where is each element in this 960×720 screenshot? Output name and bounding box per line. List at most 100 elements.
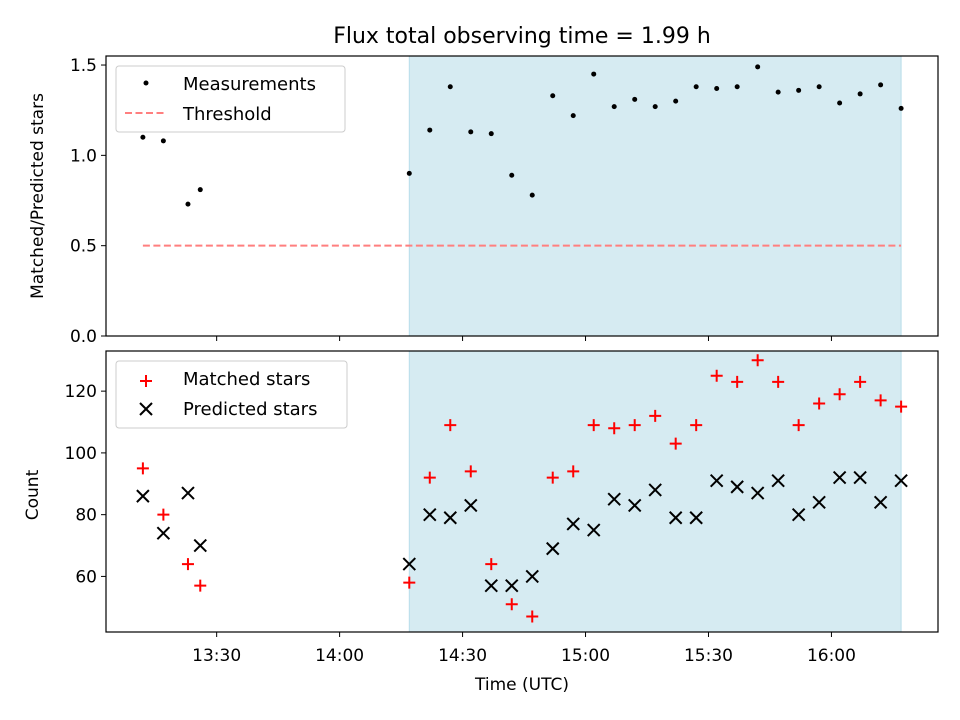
matched-star-point	[854, 375, 867, 388]
predicted-star-point	[587, 523, 601, 537]
matched-star-point	[136, 462, 149, 475]
bottom-ytick-label: 120	[65, 382, 97, 402]
measurement-point	[816, 84, 822, 90]
measurement-point	[652, 104, 658, 110]
xtick-label: 14:30	[438, 646, 487, 666]
measurement-point	[632, 96, 638, 102]
matched-star-point	[895, 400, 908, 413]
measurement-point	[140, 134, 146, 140]
matched-star-point	[546, 471, 559, 484]
matched-star-point	[751, 354, 764, 367]
matched-star-point	[772, 375, 785, 388]
bottom-ytick-label: 80	[75, 506, 97, 526]
xtick-label: 15:00	[561, 646, 610, 666]
measurement-point	[755, 64, 761, 70]
top-ytick-label: 0.0	[70, 327, 97, 347]
predicted-star-point	[181, 486, 195, 500]
matched-star-point	[792, 419, 805, 432]
top-ytick-label: 0.5	[70, 237, 97, 257]
predicted-star-point	[136, 489, 150, 503]
top-y-axis-label: Matched/Predicted stars	[28, 93, 48, 299]
legend-measurement-dot-icon	[143, 80, 149, 86]
legend-matched-label: Matched stars	[183, 369, 310, 390]
xtick-label: 15:30	[684, 646, 733, 666]
predicted-star-point	[156, 526, 171, 540]
predicted-star-point	[873, 495, 888, 510]
measurement-point	[509, 172, 515, 178]
bottom-legend-box	[115, 360, 348, 429]
measurement-point	[857, 91, 863, 97]
x-axis-label: Time (UTC)	[474, 675, 569, 695]
measurement-point	[406, 170, 412, 176]
matched-star-point	[710, 369, 723, 382]
measurement-point	[427, 127, 433, 133]
matched-star-point	[505, 598, 518, 611]
predicted-star-point	[832, 470, 847, 485]
bottom-panel: 60 80 100 120 13:30 14:00 14:30 15:00 15:30 16:0…	[23, 350, 939, 695]
matched-star-point	[833, 388, 846, 401]
bottom-observing-interval-shade	[408, 350, 902, 633]
predicted-star-point	[668, 511, 683, 525]
matched-star-point	[608, 422, 621, 435]
predicted-star-point	[443, 511, 457, 525]
predicted-star-point	[525, 569, 539, 584]
predicted-star-point	[648, 483, 662, 497]
measurement-point	[796, 87, 802, 93]
top-legend-box	[115, 65, 346, 133]
predicted-star-point	[750, 486, 765, 500]
predicted-star-point	[853, 470, 867, 485]
top-ytick-label: 1.0	[70, 146, 97, 166]
measurement-point	[611, 104, 617, 110]
matched-star-point	[669, 437, 682, 450]
predicted-star-point	[423, 507, 437, 522]
matched-star-point	[874, 394, 887, 407]
measurement-point	[197, 187, 203, 193]
top-legend: Measurements Threshold	[115, 65, 346, 133]
legend-threshold-label: Threshold	[182, 104, 272, 125]
measurement-point	[160, 138, 166, 144]
top-ytick-label: 1.5	[70, 56, 97, 76]
measurement-point	[898, 105, 904, 111]
xtick-label: 14:00	[315, 646, 364, 666]
matched-star-point	[526, 610, 539, 623]
predicted-star-point	[689, 511, 703, 525]
top-axes-frame	[105, 55, 939, 337]
measurement-point	[775, 89, 781, 95]
measurement-point	[550, 93, 556, 99]
measurement-point	[714, 86, 720, 92]
predicted-star-point	[709, 473, 724, 488]
measurement-point	[468, 129, 474, 135]
predicted-star-point	[628, 498, 642, 513]
top-observing-interval-shade	[408, 55, 902, 337]
predicted-star-point	[464, 498, 478, 513]
measurement-point	[693, 84, 699, 90]
measurement-point	[673, 98, 679, 104]
xtick-label: 16:00	[807, 646, 856, 666]
matched-star-point	[690, 419, 703, 432]
measurement-point	[570, 113, 576, 119]
matched-star-point	[444, 419, 457, 432]
measurement-point	[185, 201, 191, 207]
measurement-point	[488, 131, 494, 137]
bottom-legend: Matched stars Predicted stars	[115, 360, 348, 429]
xtick-label: 13:30	[192, 646, 241, 666]
matched-star-point	[813, 397, 826, 410]
measurement-point	[837, 100, 843, 106]
predicted-star-point	[894, 473, 908, 488]
measurement-point	[878, 82, 884, 88]
matched-star-point	[731, 375, 744, 388]
predicted-star-point	[607, 492, 621, 506]
legend-predicted-label: Predicted stars	[183, 399, 317, 420]
bottom-y-axis-label: Count	[23, 469, 43, 520]
matched-star-point	[587, 419, 600, 432]
measurement-point	[591, 71, 597, 77]
measurement-point	[734, 84, 740, 90]
matched-star-point	[423, 471, 436, 484]
legend-predicted-x-icon	[139, 402, 153, 416]
predicted-star-point	[812, 495, 826, 510]
matched-star-point	[194, 579, 207, 592]
predicted-star-point	[402, 557, 416, 571]
predicted-star-point	[193, 538, 207, 553]
measurement-point	[529, 192, 535, 198]
